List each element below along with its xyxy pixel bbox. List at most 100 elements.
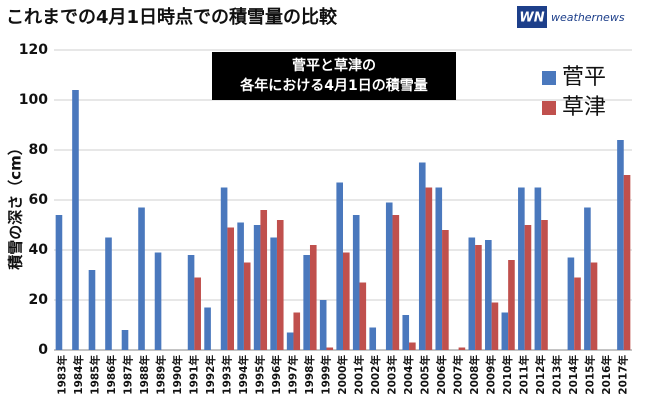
x-tick-label: 2002年 bbox=[369, 355, 382, 395]
y-tick-label: 80 bbox=[29, 142, 49, 158]
x-tick-label: 1998年 bbox=[303, 355, 316, 395]
y-tick-label: 120 bbox=[19, 42, 48, 58]
bar bbox=[88, 270, 96, 350]
bar bbox=[194, 277, 201, 350]
bar bbox=[584, 207, 591, 350]
bar bbox=[392, 215, 400, 350]
x-tick-label: 1986年 bbox=[105, 355, 118, 395]
bar bbox=[425, 187, 433, 350]
bar bbox=[359, 282, 367, 350]
y-tick-label: 100 bbox=[19, 92, 48, 108]
x-tick-label: 2007年 bbox=[452, 355, 465, 395]
bar bbox=[319, 300, 327, 350]
bar bbox=[402, 315, 410, 350]
bar bbox=[458, 347, 466, 350]
annotation-text: 各年における4月1日の積雪量 bbox=[239, 77, 427, 94]
bar bbox=[220, 187, 228, 350]
bar bbox=[418, 162, 426, 350]
legend-swatch bbox=[542, 71, 556, 85]
x-tick-label: 1991年 bbox=[187, 355, 200, 395]
y-tick-label: 20 bbox=[29, 292, 49, 308]
x-tick-label: 2011年 bbox=[518, 355, 531, 395]
x-tick-label: 2005年 bbox=[419, 355, 432, 395]
x-tick-label: 2010年 bbox=[501, 355, 514, 395]
annotation-text: 菅平と草津の bbox=[292, 57, 376, 74]
bar bbox=[276, 220, 284, 350]
annotation-box bbox=[212, 52, 456, 100]
bar bbox=[534, 187, 542, 350]
bar bbox=[227, 227, 235, 350]
bar bbox=[309, 245, 317, 350]
x-tick-label: 2004年 bbox=[402, 355, 415, 395]
x-tick-label: 2001年 bbox=[353, 355, 366, 395]
bar bbox=[567, 257, 575, 350]
bar bbox=[72, 90, 79, 350]
logo-mark: WN bbox=[519, 11, 544, 26]
chart-title: これまでの4月1日時点での積雪量の比較 bbox=[6, 6, 338, 28]
x-tick-label: 1985年 bbox=[88, 355, 101, 395]
bar bbox=[485, 240, 492, 350]
bar bbox=[442, 230, 449, 350]
y-tick-label: 40 bbox=[29, 242, 49, 258]
bar bbox=[590, 262, 598, 350]
bar bbox=[385, 202, 393, 350]
bar bbox=[524, 225, 532, 350]
bar bbox=[286, 332, 294, 350]
x-tick-label: 1993年 bbox=[220, 355, 233, 395]
bar bbox=[154, 252, 162, 350]
x-tick-label: 2013年 bbox=[551, 355, 564, 395]
x-tick-label: 1996年 bbox=[270, 355, 283, 395]
x-tick-label: 2015年 bbox=[584, 355, 597, 395]
x-tick-label: 1988年 bbox=[138, 355, 151, 395]
x-tick-label: 1990年 bbox=[171, 355, 184, 395]
bar bbox=[253, 225, 261, 350]
bar bbox=[574, 277, 581, 350]
x-tick-label: 2014年 bbox=[567, 355, 580, 395]
bar bbox=[501, 312, 509, 350]
bar bbox=[508, 260, 515, 350]
y-tick-label: 0 bbox=[38, 342, 48, 358]
logo-icon bbox=[517, 6, 547, 28]
bar bbox=[435, 187, 443, 350]
bar bbox=[293, 312, 301, 350]
x-tick-label: 1983年 bbox=[55, 355, 68, 395]
bar bbox=[105, 237, 112, 350]
bar bbox=[55, 215, 63, 350]
bar bbox=[187, 255, 195, 350]
y-axis-label: 積雪の深さ（cm） bbox=[7, 140, 25, 271]
x-tick-label: 2006年 bbox=[435, 355, 448, 395]
x-tick-label: 1989年 bbox=[154, 355, 167, 395]
bar bbox=[475, 245, 482, 350]
bar bbox=[617, 140, 624, 350]
bar bbox=[336, 182, 343, 350]
bar bbox=[491, 302, 499, 350]
bar bbox=[138, 207, 145, 350]
y-tick-label: 60 bbox=[29, 192, 49, 208]
bar bbox=[243, 262, 251, 350]
bar bbox=[121, 330, 129, 350]
logo-text: weathernews bbox=[551, 11, 625, 24]
bar bbox=[369, 327, 377, 350]
bar bbox=[352, 215, 360, 350]
bar bbox=[326, 347, 334, 350]
bar bbox=[270, 237, 277, 350]
x-tick-label: 2009年 bbox=[485, 355, 498, 395]
x-tick-label: 1994年 bbox=[237, 355, 250, 395]
x-tick-label: 1992年 bbox=[204, 355, 217, 395]
x-tick-label: 1997年 bbox=[286, 355, 299, 395]
bar bbox=[343, 252, 350, 350]
bar bbox=[260, 210, 268, 350]
x-tick-label: 2016年 bbox=[600, 355, 613, 395]
bar bbox=[623, 175, 631, 350]
bar bbox=[303, 255, 310, 350]
legend-label: 菅平 bbox=[562, 65, 606, 90]
x-tick-label: 2000年 bbox=[336, 355, 349, 395]
x-tick-label: 2017年 bbox=[617, 355, 630, 395]
legend-swatch bbox=[542, 101, 556, 115]
x-tick-label: 1995年 bbox=[253, 355, 266, 395]
x-tick-label: 2012年 bbox=[534, 355, 547, 395]
x-tick-label: 2008年 bbox=[468, 355, 481, 395]
bar bbox=[204, 307, 211, 350]
x-tick-label: 1987年 bbox=[121, 355, 134, 395]
